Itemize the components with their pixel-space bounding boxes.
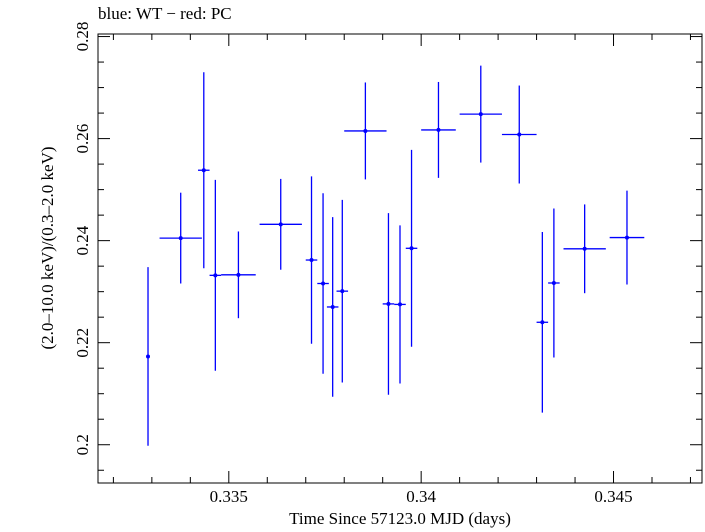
y-tick-label: 0.22: [73, 328, 92, 358]
data-point: [459, 65, 502, 163]
x-tick-label: 0.345: [594, 487, 632, 506]
data-point: [336, 199, 349, 383]
point-marker: [436, 127, 441, 132]
point-marker: [278, 222, 283, 227]
point-marker: [398, 302, 402, 307]
point-marker: [309, 258, 314, 263]
axis-tick-labels: 0.335 0.34 0.345 0.2 0.22 0.24 0.26 0.28: [73, 22, 633, 506]
point-marker: [363, 128, 368, 133]
point-marker: [321, 281, 326, 286]
y-tick-label: 0.28: [73, 22, 92, 52]
x-tick-label: 0.335: [210, 487, 248, 506]
y-tick-label: 0.26: [73, 124, 92, 154]
data-point: [609, 190, 645, 285]
point-marker: [213, 273, 218, 278]
data-point: [405, 149, 418, 347]
point-marker: [582, 246, 587, 251]
point-marker: [624, 235, 629, 240]
point-marker: [517, 132, 522, 137]
data-point: [421, 81, 456, 178]
point-marker: [201, 168, 206, 173]
data-point: [382, 213, 395, 395]
point-marker: [478, 112, 483, 117]
data-point: [394, 225, 406, 384]
chart-title: blue: WT − red: PC: [98, 4, 232, 23]
data-point: [536, 231, 549, 413]
data-point: [501, 85, 537, 184]
x-tick-label: 0.34: [406, 487, 436, 506]
data-point: [221, 231, 256, 319]
point-marker: [386, 301, 391, 306]
point-marker: [409, 246, 414, 251]
data-point: [159, 192, 202, 284]
point-marker: [146, 354, 151, 359]
data-point: [259, 178, 302, 270]
data-point: [146, 267, 151, 446]
data-point: [317, 193, 329, 374]
point-marker: [540, 320, 545, 325]
y-tick-label: 0.2: [73, 434, 92, 455]
data-point: [198, 72, 210, 269]
y-tick-label: 0.24: [73, 225, 92, 255]
plot-frame: [97, 33, 703, 484]
data-point: [209, 179, 222, 371]
point-marker: [236, 272, 241, 277]
point-marker: [551, 280, 556, 285]
axis-ticks: [98, 34, 702, 483]
data-point: [548, 208, 560, 358]
data-point: [563, 204, 606, 294]
x-axis-label: Time Since 57123.0 MJD (days): [289, 509, 511, 528]
data-points: [146, 65, 645, 446]
data-point: [305, 176, 318, 344]
data-point: [326, 217, 339, 397]
point-marker: [178, 236, 183, 241]
data-point: [344, 82, 387, 180]
point-marker: [330, 304, 335, 309]
point-marker: [340, 289, 345, 294]
